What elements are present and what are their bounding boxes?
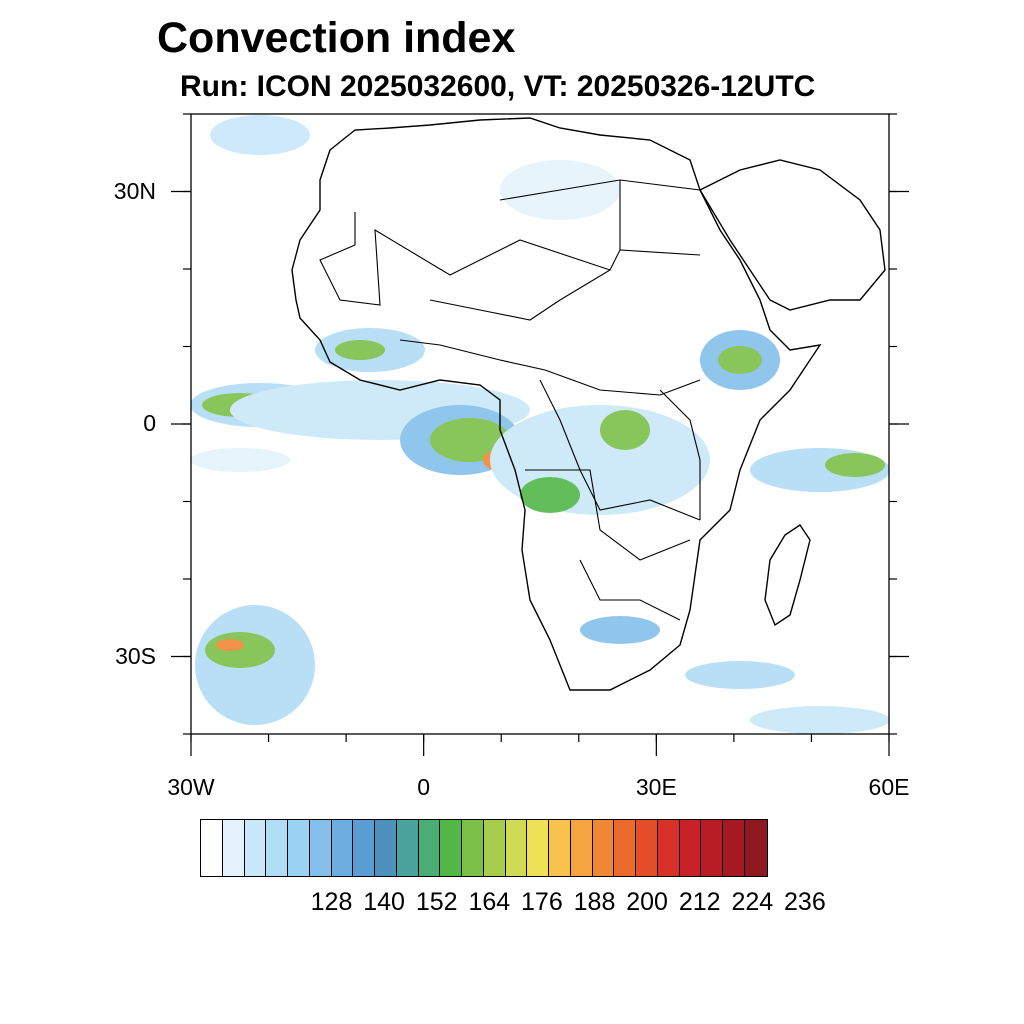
convection-blob <box>520 477 580 513</box>
colorbar <box>200 819 768 877</box>
colorbar-swatch <box>222 820 245 876</box>
colorbar-swatch <box>701 820 723 876</box>
colorbar-swatch <box>679 820 702 876</box>
colorbar-swatch <box>744 820 767 876</box>
colorbar-swatch <box>462 820 484 876</box>
colorbar-swatch <box>288 820 310 876</box>
colorbar-swatch <box>418 820 441 876</box>
colorbar-label: 200 <box>626 888 668 916</box>
colorbar-label: 128 <box>310 888 353 916</box>
colorbar-label: 236 <box>784 888 826 916</box>
colorbar-swatch <box>244 820 267 876</box>
convection-blob <box>191 448 290 472</box>
convection-blob <box>580 616 660 644</box>
colorbar-swatch <box>266 820 288 876</box>
colorbar-swatch <box>657 820 680 876</box>
lon-tick-label: 60E <box>868 774 910 800</box>
axis-ticks <box>171 113 909 756</box>
colorbar-label: 176 <box>521 888 563 916</box>
lon-tick-label: 0 <box>417 774 431 800</box>
convection-blob <box>750 706 889 734</box>
colorbar-swatch <box>723 820 745 876</box>
convection-blob <box>718 346 762 374</box>
convection-blob <box>685 661 795 689</box>
colorbar-swatch <box>614 820 636 876</box>
colorbar-swatch <box>309 820 332 876</box>
convection-blob <box>210 115 310 155</box>
colorbar-label: 212 <box>678 888 721 916</box>
run-subtitle: Run: ICON 2025032600, VT: 20250326-12UTC <box>180 70 816 103</box>
colorbar-swatch <box>440 820 462 876</box>
lon-tick-label: 30E <box>635 774 677 800</box>
chart-title: Convection index <box>157 14 516 62</box>
colorbar-label: 224 <box>731 888 774 916</box>
lat-tick-label: 30S <box>115 642 156 669</box>
convection-blob <box>430 418 510 462</box>
colorbar-label: 140 <box>363 888 405 916</box>
colorbar-swatch <box>331 820 354 876</box>
convection-blob <box>216 639 244 651</box>
convection-blob <box>825 453 885 477</box>
colorbar-swatch <box>549 820 571 876</box>
colorbar-swatch <box>375 820 397 876</box>
arabian-peninsula <box>699 159 886 311</box>
lat-tick-label: 0 <box>143 410 156 436</box>
colorbar-swatch <box>505 820 528 876</box>
convection-blob <box>335 340 385 360</box>
colorbar-swatch <box>527 820 549 876</box>
coastline <box>291 117 822 691</box>
colorbar-label: 188 <box>573 888 616 916</box>
colorbar-swatch <box>636 820 658 876</box>
colorbar-label: 164 <box>468 888 511 916</box>
convection-blob <box>205 632 275 668</box>
colorbar-swatch <box>483 820 506 876</box>
colorbar-swatch <box>570 820 593 876</box>
map-content <box>191 115 889 734</box>
colorbar-swatch <box>201 820 223 876</box>
colorbar-swatch <box>353 820 375 876</box>
colorbar-swatch <box>396 820 419 876</box>
colorbar-label: 152 <box>415 888 458 916</box>
lat-tick-label: 30N <box>113 177 156 204</box>
colorbar-swatch <box>592 820 615 876</box>
country-borders <box>319 179 701 621</box>
convection-blob <box>600 410 650 450</box>
lon-tick-label: 30W <box>167 774 215 800</box>
madagascar <box>764 524 811 627</box>
convection-field <box>191 115 889 734</box>
